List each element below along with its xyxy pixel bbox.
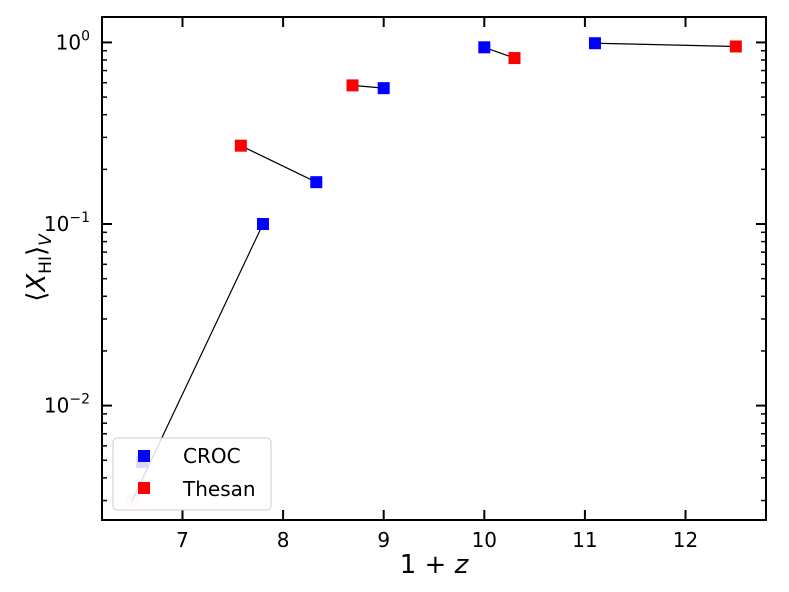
y-tick-label: 10−2 (44, 392, 90, 418)
legend-marker-thesan (138, 482, 150, 494)
x-tick-label: 7 (176, 528, 189, 552)
x-tick-label: 8 (277, 528, 290, 552)
x-axis-label: 1 + z (400, 550, 470, 580)
data-point-thesan (729, 40, 742, 53)
y-tick-label: 10−1 (44, 210, 90, 236)
data-point-thesan (508, 52, 521, 65)
axis-tick-labels: 7 8 9 10 11 12 10−2 10−1 100 (44, 28, 698, 552)
data-point-croc (256, 218, 269, 231)
y-axis-label: ⟨XHI⟩V (22, 233, 56, 302)
x-tick-label: 12 (673, 528, 698, 552)
svg-text:⟨XHI⟩V: ⟨XHI⟩V (22, 233, 56, 302)
x-tick-label: 9 (377, 528, 390, 552)
x-tick-label: 10 (472, 528, 497, 552)
plot-frame (101, 16, 767, 521)
legend-label-thesan: Thesan (182, 477, 256, 501)
axis-ticks (102, 17, 766, 520)
data-point-thesan (346, 79, 359, 92)
data-points (126, 37, 742, 507)
connector-line (594, 42, 736, 48)
data-point-croc (478, 41, 491, 54)
data-point-croc (377, 82, 390, 95)
data-point-croc (588, 37, 601, 50)
data-point-croc (310, 176, 323, 189)
connector-lines (131, 42, 736, 501)
legend-label-croc: CROC (183, 444, 241, 468)
connector-line (240, 145, 317, 183)
legend: CROC Thesan (112, 437, 272, 511)
legend-box (112, 437, 272, 511)
x-tick-label: 11 (572, 528, 597, 552)
y-tick-label: 100 (56, 28, 90, 54)
legend-marker-croc (138, 450, 150, 462)
data-point-thesan (234, 139, 247, 152)
